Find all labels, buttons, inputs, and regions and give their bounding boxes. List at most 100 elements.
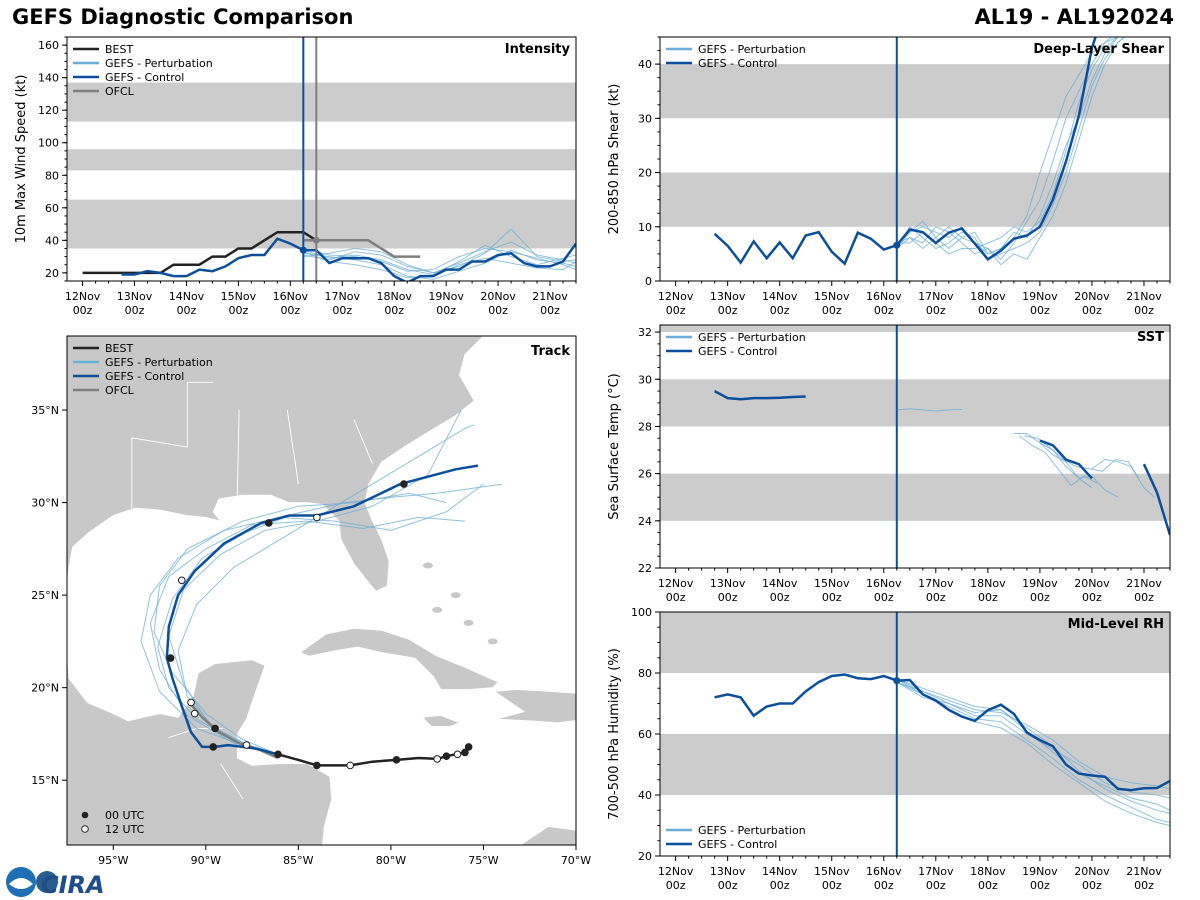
y-tick-label: 60 xyxy=(638,728,652,741)
legend-label: GEFS - Control xyxy=(698,838,777,851)
x-tick-label-date: 18Nov xyxy=(970,577,1006,590)
ofcl-12utc-point xyxy=(187,698,195,707)
perturbation-line xyxy=(896,681,1170,814)
y-tick-label: 100 xyxy=(38,137,59,150)
boundary-line xyxy=(353,419,373,464)
intensity-ylabel: 10m Max Wind Speed (kt) xyxy=(14,75,29,244)
track-title: Track xyxy=(531,344,570,359)
north-america-land xyxy=(67,336,576,845)
perturbation-line xyxy=(1091,458,1155,498)
y-tick-label: 60 xyxy=(45,202,59,215)
storm-id-title: AL19 - AL192024 xyxy=(974,5,1175,29)
x-tick-label: 85°W xyxy=(283,854,313,867)
x-tick-label-hour: 00z xyxy=(718,591,738,604)
x-tick-label-hour: 00z xyxy=(666,304,686,317)
y-tick-label: 25°N xyxy=(31,589,59,602)
x-tick-label-hour: 00z xyxy=(1134,304,1154,317)
y-tick-label: 80 xyxy=(638,667,652,680)
perturbation-line xyxy=(303,241,576,274)
control-line xyxy=(713,37,1097,266)
x-tick-label-date: 21Nov xyxy=(1126,865,1162,878)
perturbation-line xyxy=(1018,435,1098,487)
shaded-band xyxy=(660,379,1170,427)
sst-plot-area xyxy=(660,325,1170,568)
x-tick-label: 90°W xyxy=(191,854,221,867)
x-tick-label-date: 17Nov xyxy=(918,290,954,303)
perturbation-line xyxy=(896,678,1170,790)
boundary-line xyxy=(220,763,244,799)
x-tick-label-date: 16Nov xyxy=(866,290,902,303)
control-line xyxy=(121,237,576,281)
y-tick-label: 10 xyxy=(638,221,652,234)
x-tick-label-date: 14Nov xyxy=(762,865,798,878)
init-point xyxy=(299,246,307,254)
control-track xyxy=(165,464,479,756)
marker-legend-filled xyxy=(81,811,89,819)
init-point xyxy=(893,677,901,685)
control-00utc-point xyxy=(209,743,218,751)
bahamas-island xyxy=(432,606,443,613)
x-tick-label-date: 18Nov xyxy=(970,865,1006,878)
track-map-area xyxy=(67,336,576,845)
bahamas-island xyxy=(450,592,461,599)
x-tick-label-hour: 00z xyxy=(718,879,738,892)
legend-label: OFCL xyxy=(105,85,135,98)
x-tick-label-hour: 00z xyxy=(280,304,300,317)
x-tick-label-date: 13Nov xyxy=(710,577,746,590)
x-tick-label-hour: 00z xyxy=(125,304,145,317)
y-tick-label: 20°N xyxy=(31,682,59,695)
x-tick-label-date: 20Nov xyxy=(1074,865,1110,878)
x-tick-label-hour: 00z xyxy=(1082,304,1102,317)
y-tick-label: 26 xyxy=(638,468,652,481)
x-tick-label: 75°W xyxy=(468,854,498,867)
x-tick-label-date: 19Nov xyxy=(1022,577,1058,590)
x-tick-label-hour: 00z xyxy=(718,304,738,317)
cuba-land xyxy=(299,627,499,690)
noaa-gull-icon xyxy=(9,878,33,889)
intensity-title: Intensity xyxy=(505,42,571,57)
x-tick-label: 70°W xyxy=(561,854,591,867)
x-tick-label-hour: 00z xyxy=(978,879,998,892)
x-tick-label-date: 20Nov xyxy=(1074,577,1110,590)
x-tick-label-date: 21Nov xyxy=(532,290,568,303)
perturbation-track xyxy=(157,483,503,755)
rh-ylabel: 700-500 hPa Humidity (%) xyxy=(607,648,622,820)
x-tick-label-hour: 00z xyxy=(822,591,842,604)
x-tick-label-hour: 00z xyxy=(384,304,404,317)
x-tick-label-hour: 00z xyxy=(926,304,946,317)
y-tick-label: 32 xyxy=(638,326,652,339)
x-tick-label-date: 17Nov xyxy=(918,865,954,878)
x-tick-label-date: 13Nov xyxy=(710,290,746,303)
y-tick-label: 120 xyxy=(38,104,59,117)
x-tick-label-date: 19Nov xyxy=(1022,865,1058,878)
control-00utc-point xyxy=(264,519,273,527)
x-tick-label-hour: 00z xyxy=(1030,879,1050,892)
y-tick-label: 80 xyxy=(45,169,59,182)
x-tick-label-hour: 00z xyxy=(770,879,790,892)
x-tick-label-hour: 00z xyxy=(874,879,894,892)
x-tick-label-hour: 00z xyxy=(874,591,894,604)
legend-label: GEFS - Control xyxy=(105,71,184,84)
control-line xyxy=(714,673,1170,792)
rh-plot-area xyxy=(660,612,1170,856)
x-tick-label-date: 15Nov xyxy=(814,290,850,303)
y-tick-label: 20 xyxy=(638,850,652,863)
legend-label: GEFS - Control xyxy=(698,345,777,358)
best-12utc-point xyxy=(433,755,441,763)
x-tick-label: 80°W xyxy=(376,854,406,867)
rh-panel: 2040608010012Nov00z13Nov00z14Nov00z15Nov… xyxy=(607,606,1171,892)
x-tick-label-hour: 00z xyxy=(926,591,946,604)
x-tick-label-hour: 00z xyxy=(874,304,894,317)
control-line xyxy=(714,389,806,401)
bahamas-island xyxy=(487,638,498,645)
shaded-band xyxy=(660,172,1170,227)
shaded-band xyxy=(660,64,1170,119)
cira-logo-text: CIRA xyxy=(41,871,105,899)
x-tick-label-date: 13Nov xyxy=(710,865,746,878)
x-tick-label-date: 16Nov xyxy=(866,577,902,590)
perturbation-line xyxy=(1039,442,1119,498)
x-tick-label-date: 17Nov xyxy=(325,290,361,303)
x-tick-label: 95°W xyxy=(98,854,128,867)
y-tick-label: 140 xyxy=(38,72,59,85)
